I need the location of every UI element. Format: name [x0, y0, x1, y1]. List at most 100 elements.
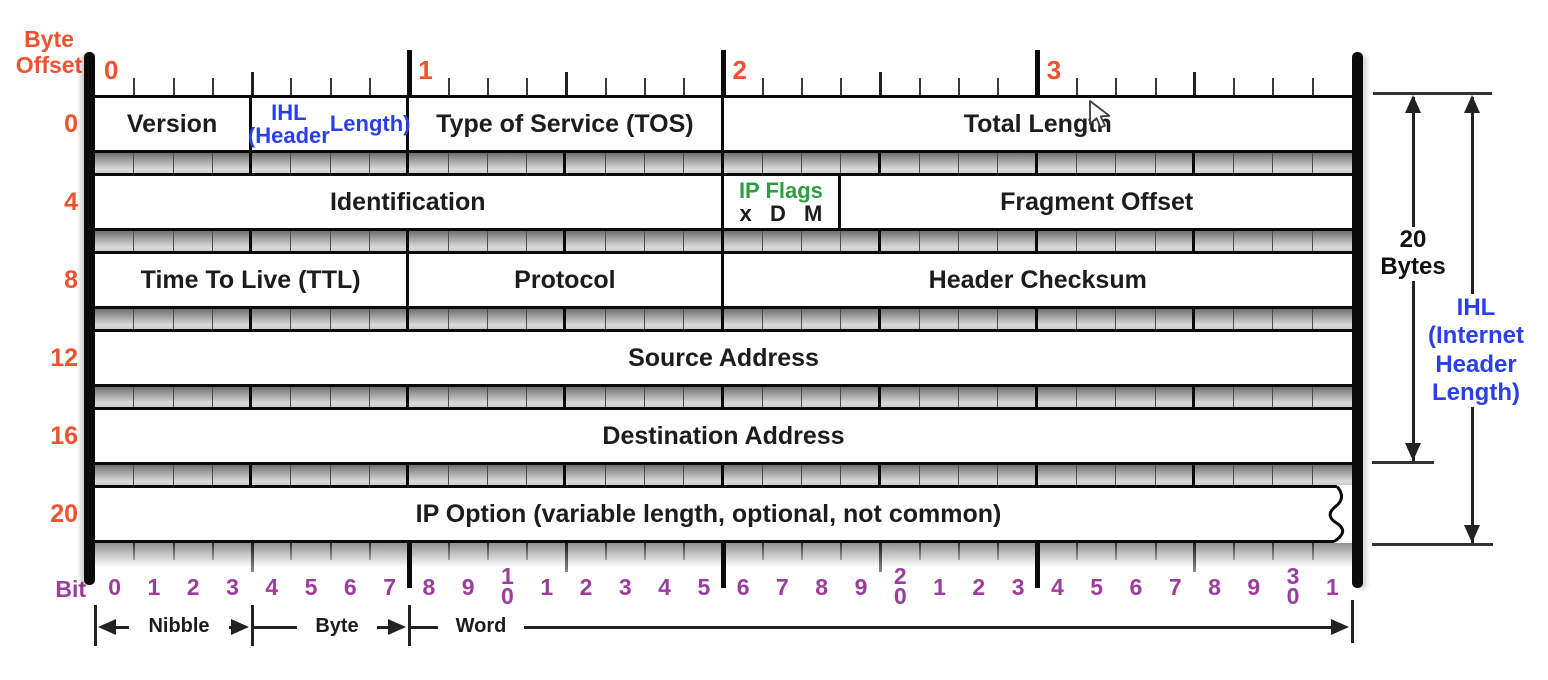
bit-number-15: 5 [697, 574, 711, 600]
bit-cell [409, 309, 449, 329]
bit-number-24: 4 [1050, 574, 1064, 600]
bit-number-6: 6 [343, 574, 357, 600]
bottom-ruler-tick-bit-27 [1154, 543, 1157, 560]
bit-cell [212, 231, 253, 251]
top-ruler-tick-bit-25 [1076, 78, 1079, 95]
bit-cell [919, 465, 960, 485]
bit-cell [1312, 231, 1352, 251]
bit-cell [644, 153, 685, 173]
annotation-ihl-line1: IHL [1456, 294, 1496, 321]
bit-ruler-strip-1 [95, 231, 1352, 251]
bit-cell [919, 153, 960, 173]
bit-cell [1234, 231, 1274, 251]
torn-edge-icon [1322, 485, 1345, 543]
bit-cell [841, 309, 881, 329]
field-cell-ihl-header-length: IHL (Header Length) [248, 98, 410, 150]
top-ruler-tick-bit-19 [840, 78, 843, 95]
bottom-ruler-tick-bit-18 [801, 543, 804, 560]
bit-ruler-strip-0 [95, 153, 1352, 173]
bit-cell [212, 465, 253, 485]
top-ruler-tick-bit-4 [250, 72, 254, 95]
bit-cell [1155, 231, 1195, 251]
bit-cell [762, 465, 803, 485]
bit-cell [330, 309, 370, 329]
bit-cell [134, 309, 174, 329]
bit-cell [605, 309, 645, 329]
bit-cell [841, 465, 881, 485]
mouse-cursor-icon [1089, 100, 1111, 129]
bit-cell [1037, 309, 1078, 329]
top-byte-number-0: 0 [104, 55, 119, 85]
bit-cell [448, 309, 488, 329]
bit-cell [330, 153, 370, 173]
field-cell-ip-option-variable-length-optional-not-common: IP Option (variable length, optional, no… [415, 499, 1002, 528]
header-row-offset-12: Source Address [95, 329, 1352, 387]
bit-cell [212, 387, 253, 407]
bit-cell [487, 309, 528, 329]
top-ruler-tick-bit-27 [1154, 78, 1157, 95]
bit-cell [212, 309, 253, 329]
bit-cell [1194, 465, 1235, 485]
bit-ruler-strip-3 [95, 387, 1352, 407]
bit-number-digit: 0 [893, 583, 907, 610]
header-row-offset-8: Time To Live (TTL) Protocol Header Checksu… [95, 251, 1352, 309]
bit-number-16: 6 [736, 574, 750, 600]
bottom-ruler-tick-bit-11 [526, 543, 529, 560]
bottom-ruler-tick-bit-28 [1193, 543, 1197, 572]
bit-cell [252, 387, 292, 407]
bit-cell [880, 153, 920, 173]
bit-cell [959, 465, 999, 485]
bit-cell [487, 153, 528, 173]
top-ruler-tick-bit-16 [721, 50, 726, 95]
bit-cell [723, 231, 763, 251]
bit-cell [291, 465, 331, 485]
field-cell-ip-flags: IP Flags x D M [724, 176, 842, 228]
bottom-ruler-tick-bit-2 [172, 543, 175, 560]
bit-number-1: 1 [147, 574, 161, 600]
bit-cell [880, 231, 920, 251]
header-row-offset-20: IP Option (variable length, optional, no… [95, 485, 1322, 543]
top-ruler-tick-bit-5 [290, 78, 293, 95]
top-ruler-tick-bit-9 [447, 78, 450, 95]
bit-cell [880, 309, 920, 329]
bottom-ruler-tick-bit-10 [486, 543, 489, 560]
bit-cell [212, 153, 253, 173]
top-ruler-tick-bit-31 [1311, 78, 1314, 95]
field-cell-protocol: Protocol [409, 254, 724, 306]
bit-cell [1116, 465, 1156, 485]
bit-number-12: 2 [579, 574, 593, 600]
top-byte-number-3: 3 [1046, 55, 1062, 85]
bit-cell [487, 387, 528, 407]
top-byte-number-1: 1 [418, 55, 433, 85]
bit-ruler-strip-2 [95, 309, 1352, 329]
bit-cell [369, 465, 410, 485]
top-ruler-tick-bit-26 [1115, 78, 1118, 95]
bit-cell [291, 387, 331, 407]
annotation-20-bytes-line2: Bytes [1380, 252, 1446, 280]
bit-cell [605, 387, 645, 407]
bottom-ruler-tick-bit-29 [1233, 543, 1236, 560]
bit-cell [95, 231, 135, 251]
bit-cell [1194, 231, 1235, 251]
bit-cell [527, 153, 567, 173]
bit-cell [684, 465, 724, 485]
bit-cell [134, 465, 174, 485]
field-label-line: IHL (Header [247, 99, 330, 148]
top-ruler-tick-bit-7 [368, 78, 371, 95]
bit-number-7: 7 [383, 574, 396, 600]
bit-cell [1077, 309, 1117, 329]
byte-offset-8: 8 [64, 266, 78, 294]
top-ruler-tick-bit-17 [761, 78, 764, 95]
bit-cell [1273, 153, 1313, 173]
bit-number-11: 1 [540, 574, 554, 600]
word-arrow-right [1331, 619, 1349, 635]
bit-number-18: 8 [815, 574, 829, 600]
bit-cell [998, 465, 1038, 485]
bit-cell [1273, 309, 1313, 329]
bit-cell [605, 231, 645, 251]
bottom-ruler-tick-bit-9 [447, 543, 450, 560]
bit-cell [527, 465, 567, 485]
